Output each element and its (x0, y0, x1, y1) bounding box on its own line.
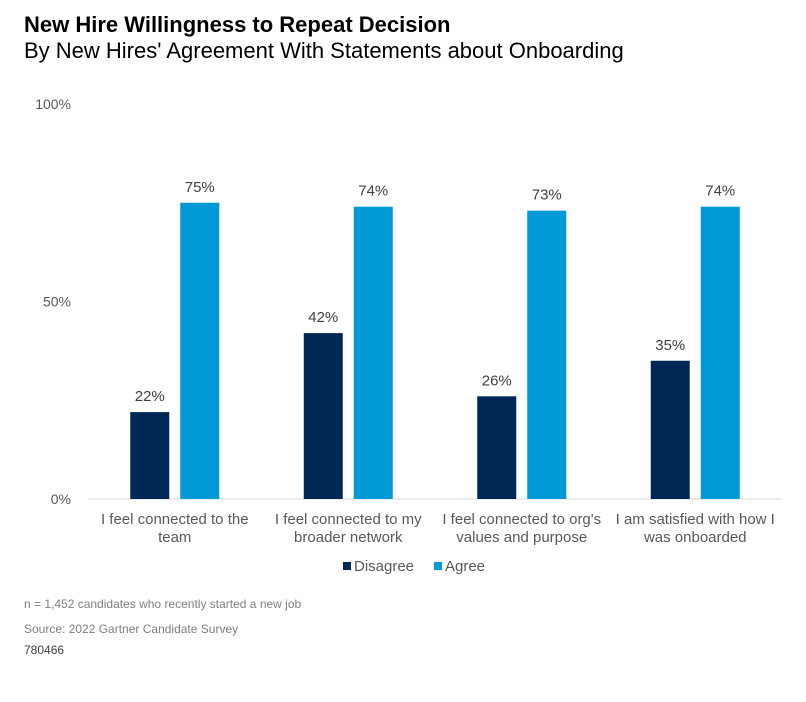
bar-agree (180, 202, 220, 499)
bar-disagree (650, 360, 690, 499)
data-label-agree: 75% (185, 179, 215, 196)
data-label-disagree: 26% (482, 372, 512, 389)
data-label-disagree: 42% (308, 309, 338, 326)
x-category-label: broader network (294, 529, 403, 546)
data-label-agree: 74% (358, 183, 388, 200)
data-label-agree: 74% (705, 183, 735, 200)
legend-label-agree: Agree (445, 558, 485, 575)
x-category-label: was onboarded (643, 529, 747, 546)
legend-swatch-agree (434, 562, 442, 570)
x-category-label: I feel connected to org's (442, 511, 601, 528)
data-label-disagree: 22% (135, 388, 165, 405)
bar-disagree (130, 412, 170, 499)
bar-disagree (303, 333, 343, 499)
y-tick-label: 100% (35, 96, 71, 112)
chart-title: New Hire Willingness to Repeat Decision (24, 12, 451, 37)
bar-agree (527, 210, 567, 499)
x-category-label: values and purpose (456, 529, 587, 546)
source-note: Source: 2022 Gartner Candidate Survey (24, 622, 239, 636)
legend-label-disagree: Disagree (354, 558, 414, 575)
y-tick-label: 50% (43, 294, 71, 310)
sample-size-note: n = 1,452 candidates who recently starte… (24, 597, 302, 611)
x-category-label: I feel connected to the (101, 511, 249, 528)
bar-agree (700, 206, 740, 499)
data-label-disagree: 35% (655, 337, 685, 354)
x-category-label: I am satisfied with how I (616, 511, 775, 528)
data-label-agree: 73% (532, 187, 562, 204)
x-category-label: team (158, 529, 191, 546)
chart-id: 780466 (24, 643, 65, 657)
bar-disagree (477, 396, 517, 499)
x-category-label: I feel connected to my (275, 511, 422, 528)
legend-swatch-disagree (343, 562, 351, 570)
chart-subtitle: By New Hires' Agreement With Statements … (24, 38, 624, 63)
y-tick-label: 0% (51, 491, 71, 507)
bar-agree (353, 206, 393, 499)
